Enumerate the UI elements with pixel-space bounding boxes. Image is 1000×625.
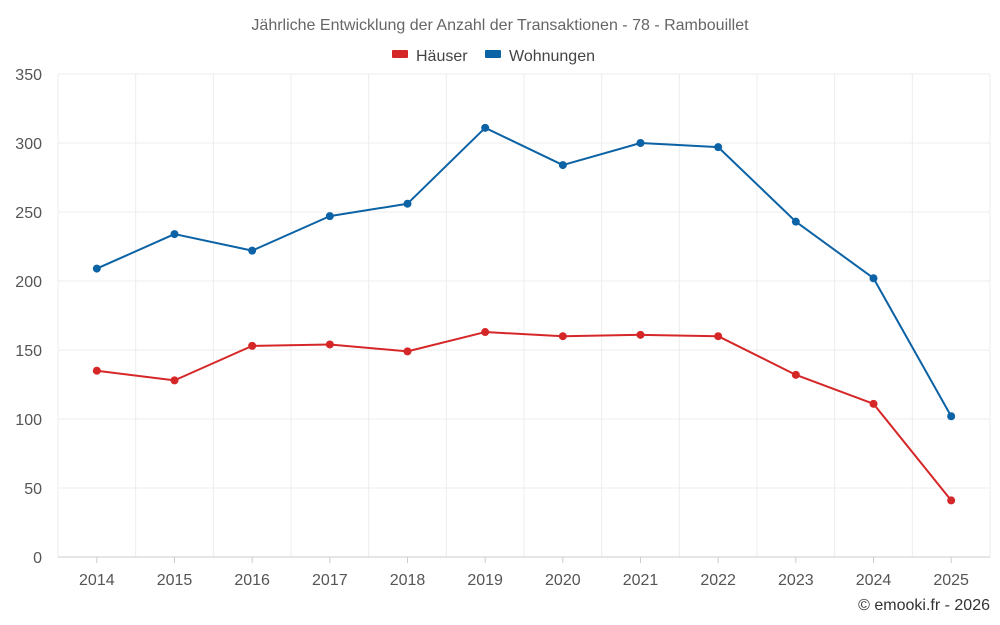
x-tick-label: 2023	[778, 572, 814, 589]
y-tick-label: 100	[15, 412, 42, 429]
data-point-wohnungen[interactable]	[636, 139, 645, 147]
x-tick-label: 2014	[79, 572, 115, 589]
axes: 0 50 100 150 200 250 300 350 2014 2015 2016 2017 201…	[15, 67, 990, 589]
x-tick-label: 2016	[234, 572, 270, 589]
data-point-wohnungen[interactable]	[248, 246, 257, 255]
x-tick-label: 2018	[390, 572, 426, 589]
legend-item-haeuser[interactable]: Häuser	[392, 48, 468, 65]
data-point-wohnungen[interactable]	[558, 161, 567, 170]
legend-swatch-wohnungen	[485, 50, 501, 58]
x-tick-label: 2025	[933, 572, 969, 589]
data-point-haeuser[interactable]	[248, 341, 257, 350]
data-point-haeuser[interactable]	[481, 328, 490, 337]
data-point-haeuser[interactable]	[325, 340, 334, 349]
data-point-wohnungen[interactable]	[791, 217, 800, 226]
data-point-wohnungen[interactable]	[325, 212, 334, 221]
legend-item-wohnungen[interactable]: Wohnungen	[485, 48, 595, 65]
data-point-wohnungen[interactable]	[170, 230, 179, 239]
x-tick-label: 2021	[623, 572, 659, 589]
x-tick-label: 2020	[545, 572, 581, 589]
y-tick-label: 350	[15, 67, 42, 84]
credit-text: © emooki.fr - 2026	[858, 597, 990, 614]
legend-label-haeuser: Häuser	[416, 48, 468, 65]
data-point-wohnungen[interactable]	[714, 143, 723, 152]
data-point-haeuser[interactable]	[869, 399, 878, 408]
x-tick-label: 2022	[700, 572, 736, 589]
series	[92, 123, 956, 505]
data-point-haeuser[interactable]	[714, 332, 723, 341]
data-point-haeuser[interactable]	[403, 347, 412, 356]
data-point-haeuser[interactable]	[791, 370, 800, 379]
legend-swatch-haeuser	[392, 50, 408, 58]
data-point-haeuser[interactable]	[558, 332, 567, 341]
x-tick-label: 2024	[856, 572, 892, 589]
chart-title: Jährliche Entwicklung der Anzahl der Tra…	[251, 17, 749, 34]
series-line-haeuser	[96, 331, 952, 502]
y-tick-label: 50	[24, 481, 42, 498]
legend: Häuser Wohnungen	[392, 48, 595, 65]
data-point-wohnungen[interactable]	[481, 123, 490, 132]
series-line-wohnungen	[96, 126, 953, 417]
y-tick-label: 200	[15, 274, 42, 291]
data-point-haeuser[interactable]	[92, 366, 101, 375]
series-haeuser	[92, 328, 956, 505]
x-tick-label: 2017	[312, 572, 348, 589]
data-point-haeuser[interactable]	[947, 496, 956, 505]
data-point-haeuser[interactable]	[636, 330, 645, 339]
y-tick-label: 300	[15, 136, 42, 153]
x-tick-label: 2015	[157, 572, 193, 589]
legend-label-wohnungen: Wohnungen	[509, 48, 595, 65]
data-point-haeuser[interactable]	[170, 376, 179, 385]
x-tick-label: 2019	[467, 572, 503, 589]
data-point-wohnungen[interactable]	[403, 199, 412, 208]
data-point-wohnungen[interactable]	[947, 412, 956, 421]
y-tick-label: 0	[33, 550, 42, 567]
data-point-wohnungen[interactable]	[869, 274, 878, 283]
series-wohnungen	[92, 123, 956, 421]
y-tick-label: 250	[15, 205, 42, 222]
gridlines	[57, 73, 991, 557]
y-tick-label: 150	[15, 343, 42, 360]
data-point-wohnungen[interactable]	[92, 264, 101, 273]
